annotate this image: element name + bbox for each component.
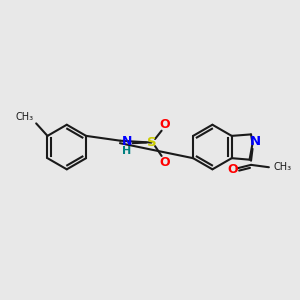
Text: N: N xyxy=(122,135,132,148)
Text: O: O xyxy=(159,118,169,130)
Text: CH₃: CH₃ xyxy=(273,162,292,172)
Text: S: S xyxy=(147,136,156,149)
Text: CH₃: CH₃ xyxy=(16,112,34,122)
Text: H: H xyxy=(122,146,131,156)
Text: N: N xyxy=(249,136,260,148)
Text: O: O xyxy=(159,156,169,169)
Text: O: O xyxy=(227,163,238,176)
